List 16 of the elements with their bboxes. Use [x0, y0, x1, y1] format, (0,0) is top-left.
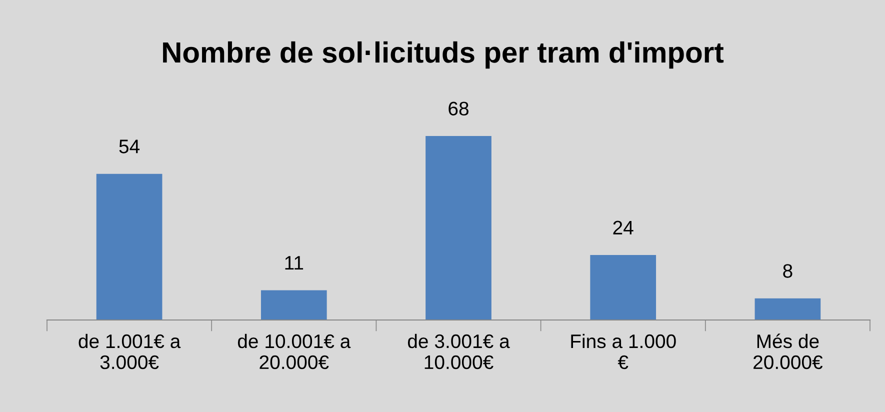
chart-title: Nombre de sol·licituds per tram d'import — [163, 41, 724, 69]
x-tick-label: de 1.001€ a 3.000€ — [78, 334, 181, 370]
bar — [260, 290, 327, 320]
x-tick-label: Més de 20.000€ — [754, 334, 823, 370]
data-label: 54 — [119, 140, 140, 154]
data-label: 24 — [613, 220, 634, 234]
x-tick-label: de 3.001€ a 10.000€ — [408, 334, 510, 370]
data-label: 8 — [783, 264, 792, 278]
bar — [426, 136, 492, 320]
bar — [754, 298, 821, 320]
data-label: 68 — [448, 102, 468, 116]
data-label: 11 — [285, 256, 304, 270]
x-tick-label: de 10.001€ a 20.000€ — [238, 334, 351, 370]
bar — [590, 255, 656, 320]
bar — [96, 174, 162, 320]
x-tick-label: Fins a 1.000 € — [571, 334, 676, 370]
